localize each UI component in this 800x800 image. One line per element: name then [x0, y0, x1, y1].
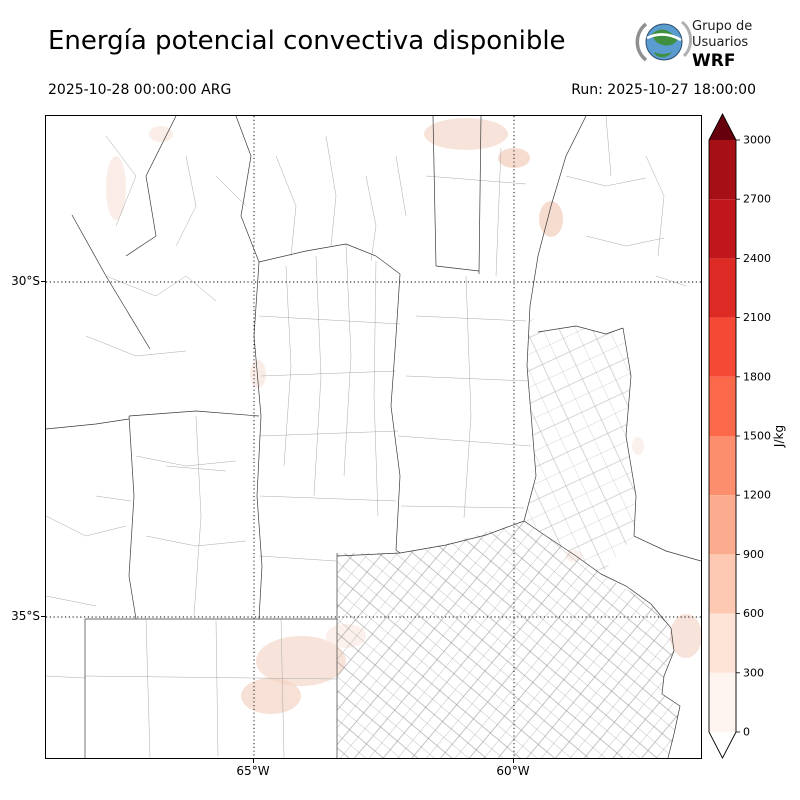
colorbar-tick-2400: 2400 [743, 252, 771, 265]
lat-tick-mark-30s [41, 281, 45, 282]
colorbar: 3000 2700 2400 2100 1800 1500 1200 900 6… [708, 113, 786, 759]
lat-tick-label-35s: 35°S [11, 609, 40, 623]
colorbar-seg-1800-2100 [709, 317, 736, 377]
lat-tick-label-30s: 30°S [11, 274, 40, 288]
colorbar-seg-900-1200 [709, 495, 736, 555]
lon-tick-mark-60w [513, 759, 514, 763]
colorbar-tick-600: 600 [743, 607, 764, 620]
colorbar-tick-900: 900 [743, 548, 764, 561]
globe-icon [635, 20, 693, 62]
colorbar-tick-marks [736, 139, 740, 733]
lon-tick-mark-65w [253, 759, 254, 763]
province-boundaries-west [45, 115, 338, 758]
lon-tick-label-60w: 60°W [496, 764, 530, 778]
colorbar-seg-1500-1800 [709, 376, 736, 436]
province-boundaries-east [523, 115, 702, 759]
run-time-label: Run: 2025-10-27 18:00:00 [571, 82, 756, 98]
map-canvas [45, 115, 702, 759]
colorbar-tick-1200: 1200 [743, 489, 771, 502]
colorbar-seg-2100-2400 [709, 258, 736, 318]
lon-tick-label-65w: 65°W [236, 764, 270, 778]
colorbar-tick-0: 0 [743, 726, 750, 739]
colorbar-seg-1200-1500 [709, 436, 736, 496]
colorbar-tick-2100: 2100 [743, 311, 771, 324]
province-boundaries-center [258, 115, 525, 557]
buenos-aires-counties-texture [337, 521, 680, 758]
entre-rios-counties-texture [524, 306, 636, 574]
colorbar-under-arrow [709, 732, 736, 758]
colorbar-seg-600-900 [709, 554, 736, 614]
wrf-logo: Grupo de Usuarios WRF [635, 19, 752, 71]
cape-shading-patches [106, 118, 702, 714]
colorbar-unit-label: J/kg [772, 425, 786, 448]
department-boundaries [45, 115, 687, 759]
colorbar-seg-0-300 [709, 672, 736, 732]
colorbar-tick-300: 300 [743, 666, 764, 679]
logo-line1: Grupo de [692, 19, 752, 34]
page-title: Energía potencial convectiva disponible [48, 26, 566, 56]
colorbar-tick-2700: 2700 [743, 193, 771, 206]
map-frame [45, 115, 702, 759]
colorbar-seg-300-600 [709, 613, 736, 673]
colorbar-tick-labels: 3000 2700 2400 2100 1800 1500 1200 900 6… [743, 134, 771, 739]
graticule-gridlines [46, 116, 701, 758]
lat-tick-mark-35s [41, 616, 45, 617]
colorbar-over-arrow [709, 114, 736, 140]
logo-line2: Usuarios [692, 35, 748, 50]
colorbar-seg-2700-3000 [709, 140, 736, 200]
colorbar-tick-1500: 1500 [743, 430, 771, 443]
logo-line3: WRF [692, 51, 735, 71]
valid-time-label: 2025-10-28 00:00:00 ARG [48, 82, 232, 98]
colorbar-tick-3000: 3000 [743, 134, 771, 147]
colorbar-seg-2400-2700 [709, 199, 736, 259]
colorbar-tick-1800: 1800 [743, 370, 771, 383]
